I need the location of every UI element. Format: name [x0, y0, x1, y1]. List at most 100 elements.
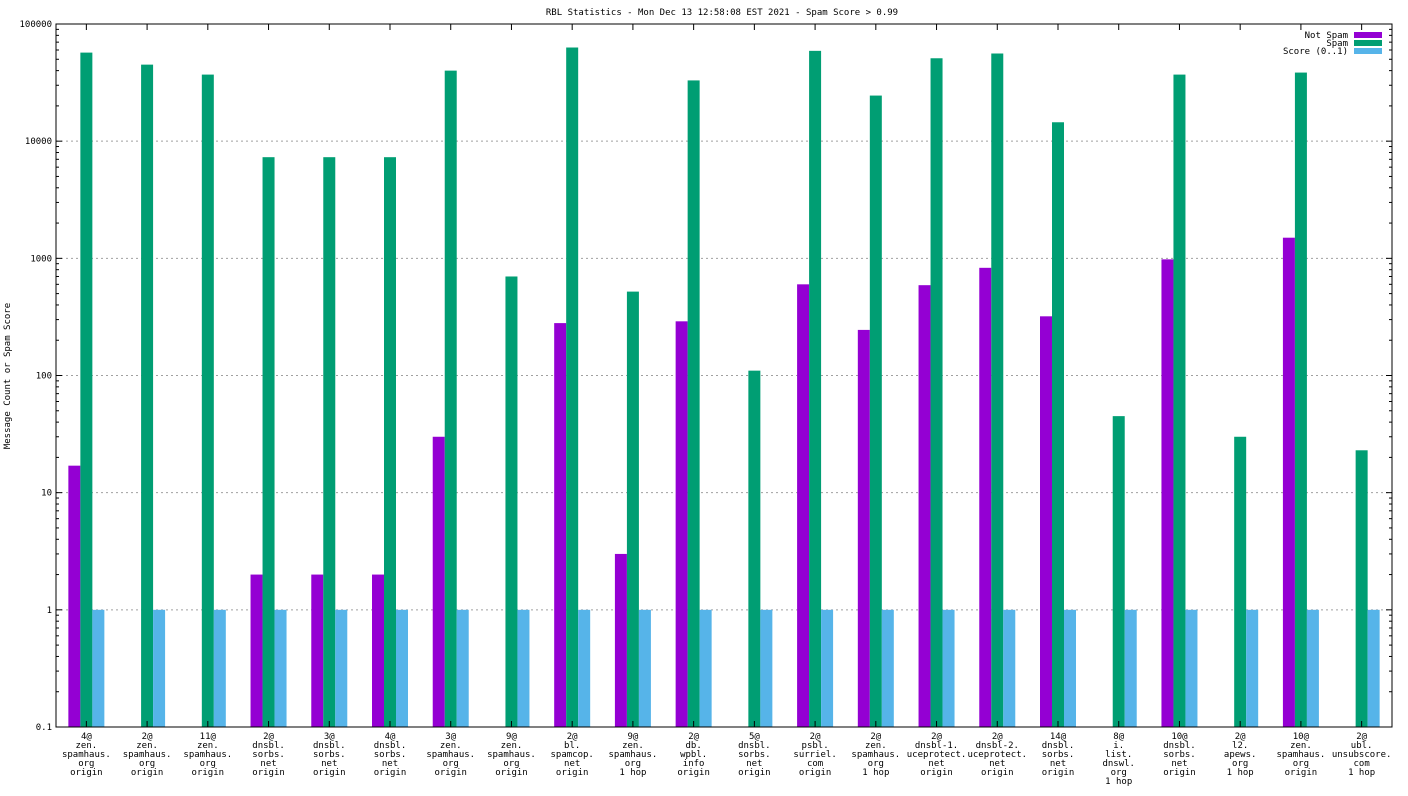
bar-score-0-1	[821, 609, 834, 727]
x-tick-label-line: spamhaus.	[183, 750, 232, 760]
x-tick-label-line: dnsbl.	[313, 741, 346, 751]
x-tick-label: 5@ dnsbl. sorbs. net origin	[738, 732, 771, 778]
bar-spam	[687, 80, 700, 727]
bar-spam	[566, 47, 579, 727]
x-tick-label-line: com	[807, 759, 823, 769]
bar-score-0-1	[1064, 609, 1076, 727]
bar-score-0-1	[1185, 609, 1198, 727]
x-tick-label-line: 2@	[931, 732, 942, 742]
bar-score-0-1	[92, 609, 105, 727]
x-tick-label-line: spamcop.	[551, 750, 594, 760]
bar-not-spam	[797, 284, 810, 727]
bar-spam	[141, 64, 154, 727]
x-tick-label-line: 2@	[142, 732, 153, 742]
x-tick-label-line: origin	[131, 768, 164, 778]
x-tick-label-line: 8@	[1113, 732, 1124, 742]
x-tick-label-line: zen.	[865, 741, 887, 751]
x-tick-label-line: sorbs.	[252, 750, 285, 760]
x-tick-label-line: sorbs.	[738, 750, 771, 760]
legend-swatch	[1354, 40, 1382, 46]
x-tick-label: 2@ db. wpbl. info origin	[677, 732, 710, 778]
x-tick-label-line: org	[1111, 768, 1127, 778]
bars	[68, 47, 1380, 728]
bar-spam	[80, 52, 93, 727]
legend-label: Spam	[1326, 39, 1348, 49]
x-tick-label-line: origin	[556, 768, 589, 778]
bar-spam	[384, 157, 396, 727]
x-tick-label: 2@ dnsbl-2. uceprotect. net origin	[967, 732, 1027, 778]
x-tick-label-line: net	[1050, 759, 1066, 769]
x-tick-label-line: zen.	[440, 741, 462, 751]
x-tick-label-line: origin	[981, 768, 1014, 778]
bar-spam	[1173, 74, 1186, 728]
bar-score-0-1	[396, 609, 408, 727]
x-tick-label: 2@ psbl. surriel. com origin	[793, 732, 836, 778]
x-tick-label-line: net	[382, 759, 398, 769]
x-tick-label-line: surriel.	[793, 750, 836, 760]
x-tick-label-line: origin	[677, 768, 710, 778]
x-tick-label-line: com	[1354, 759, 1370, 769]
x-tick-label-line: net	[564, 759, 580, 769]
bar-score-0-1	[1124, 609, 1137, 727]
bar-spam	[1294, 72, 1307, 727]
x-tick-label-line: db.	[686, 741, 702, 751]
x-tick-label-line: sorbs.	[313, 750, 346, 760]
bar-not-spam	[1040, 316, 1052, 727]
bar-not-spam	[250, 574, 263, 727]
x-tick-label-line: origin	[1285, 768, 1318, 778]
x-tick-label-line: 1 hop	[1348, 768, 1375, 778]
x-tick-label: 2@ zen. spamhaus. org origin	[123, 732, 172, 778]
x-tick-label-line: 1 hop	[862, 768, 889, 778]
bar-not-spam	[979, 267, 992, 727]
x-tick-label-line: spamhaus.	[851, 750, 900, 760]
x-tick-label-line: 2@	[1235, 732, 1246, 742]
x-tick-label-line: net	[928, 759, 944, 769]
bar-spam	[809, 50, 822, 727]
x-tick-label-line: org	[625, 759, 641, 769]
x-tick-label-line: sorbs.	[1163, 750, 1196, 760]
x-tick-label-line: org	[139, 759, 155, 769]
x-tick-label-line: zen.	[197, 741, 219, 751]
bar-spam	[444, 70, 457, 727]
bar-spam	[991, 53, 1004, 728]
bar-score-0-1	[335, 609, 348, 727]
bar-not-spam	[918, 285, 931, 727]
bar-not-spam	[1282, 237, 1295, 728]
x-tick-label-line: origin	[920, 768, 953, 778]
x-tick-label-line: org	[443, 759, 459, 769]
x-tick-label-line: origin	[70, 768, 103, 778]
x-tick-label-line: spamhaus.	[609, 750, 658, 760]
x-tick-label-line: uceprotect.	[967, 750, 1027, 760]
y-tick-label: 10000	[25, 137, 52, 147]
x-tick-label: 4@ dnsbl. sorbs. net origin	[374, 732, 407, 778]
x-tick-label: 2@ dnsbl-1. uceprotect. net origin	[907, 732, 967, 778]
x-tick-label-line: i.	[1113, 741, 1124, 751]
x-tick-label-line: org	[1232, 759, 1248, 769]
bar-spam	[930, 58, 943, 728]
x-tick-label: 8@ i. list. dnswl. org 1 hop	[1102, 732, 1135, 787]
bar-not-spam	[311, 574, 324, 727]
bar-score-0-1	[456, 609, 469, 727]
x-tick-label-line: 2@	[263, 732, 274, 742]
x-tick-label-line: dnsbl-1.	[915, 741, 958, 751]
bar-score-0-1	[517, 609, 530, 727]
x-tick-label-line: 5@	[749, 732, 760, 742]
x-tick-label-line: 2@	[992, 732, 1003, 742]
x-tick-label-line: dnsbl.	[738, 741, 771, 751]
x-tick-label-line: 9@	[627, 732, 638, 742]
x-tick-label-line: origin	[374, 768, 407, 778]
legend-label: Not Spam	[1305, 31, 1348, 41]
y-tick-label: 1	[47, 606, 52, 616]
x-tick-label-line: list.	[1105, 750, 1132, 760]
bar-not-spam	[372, 574, 384, 727]
x-tick-label-line: zen.	[76, 741, 98, 751]
x-tick-label: 2@ zen. spamhaus. org 1 hop	[851, 732, 900, 778]
x-tick-label-line: origin	[192, 768, 225, 778]
bar-spam	[323, 157, 336, 727]
x-tick-label-line: unsubscore.	[1332, 750, 1392, 760]
bar-spam	[262, 157, 275, 727]
x-tick-label-line: zen.	[136, 741, 158, 751]
x-tick-label-line: net	[1171, 759, 1187, 769]
